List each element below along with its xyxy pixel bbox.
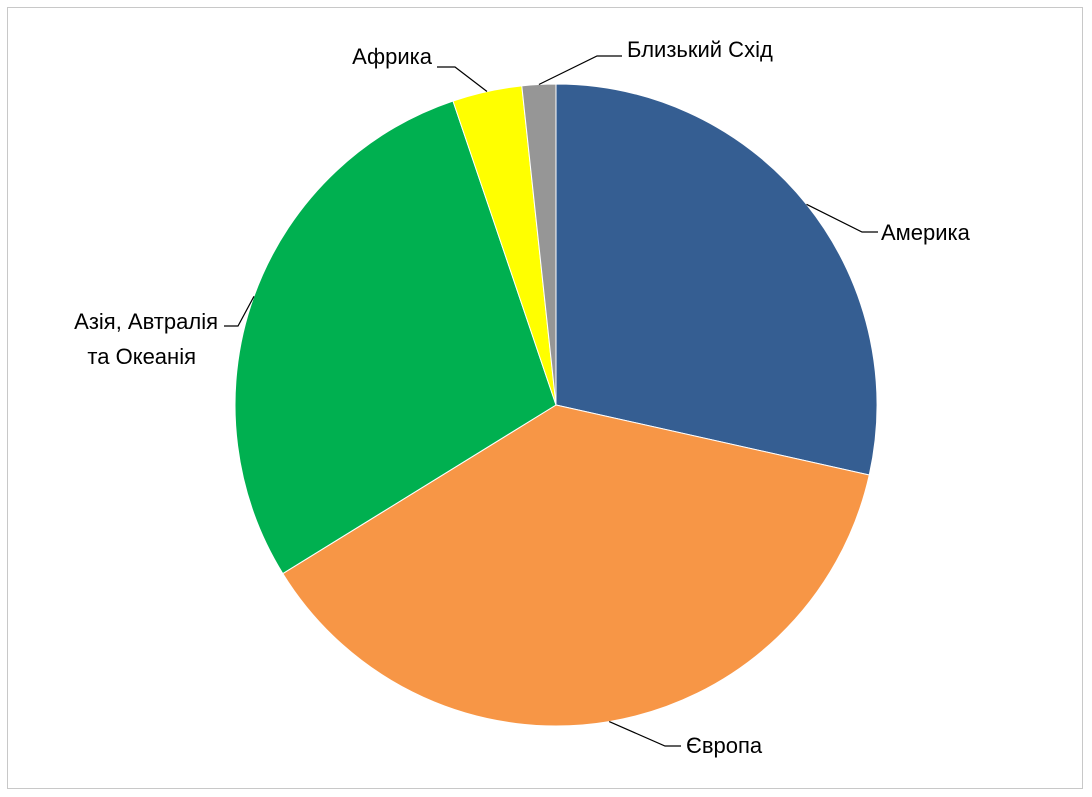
label-middle-east: Близький Схід — [627, 37, 773, 62]
slice-europe — [282, 404, 870, 727]
leader-lines — [224, 55, 878, 747]
label-asia-line2: та Океанія — [87, 344, 196, 369]
leader-america — [806, 203, 878, 233]
slice-america — [555, 83, 878, 476]
pie-slices — [234, 83, 878, 727]
leader-africa — [437, 66, 488, 92]
slice-middle-east — [521, 83, 557, 406]
label-asia-line1: Азія, Автралія — [74, 309, 218, 334]
leader-europe — [608, 721, 681, 747]
label-europe: Європа — [686, 733, 763, 758]
slice-asia-oceania — [234, 100, 557, 575]
leader-middle-east — [538, 55, 622, 86]
label-africa: Африка — [352, 44, 433, 69]
leader-asia-oceania — [224, 296, 255, 327]
label-america: Америка — [881, 220, 971, 245]
